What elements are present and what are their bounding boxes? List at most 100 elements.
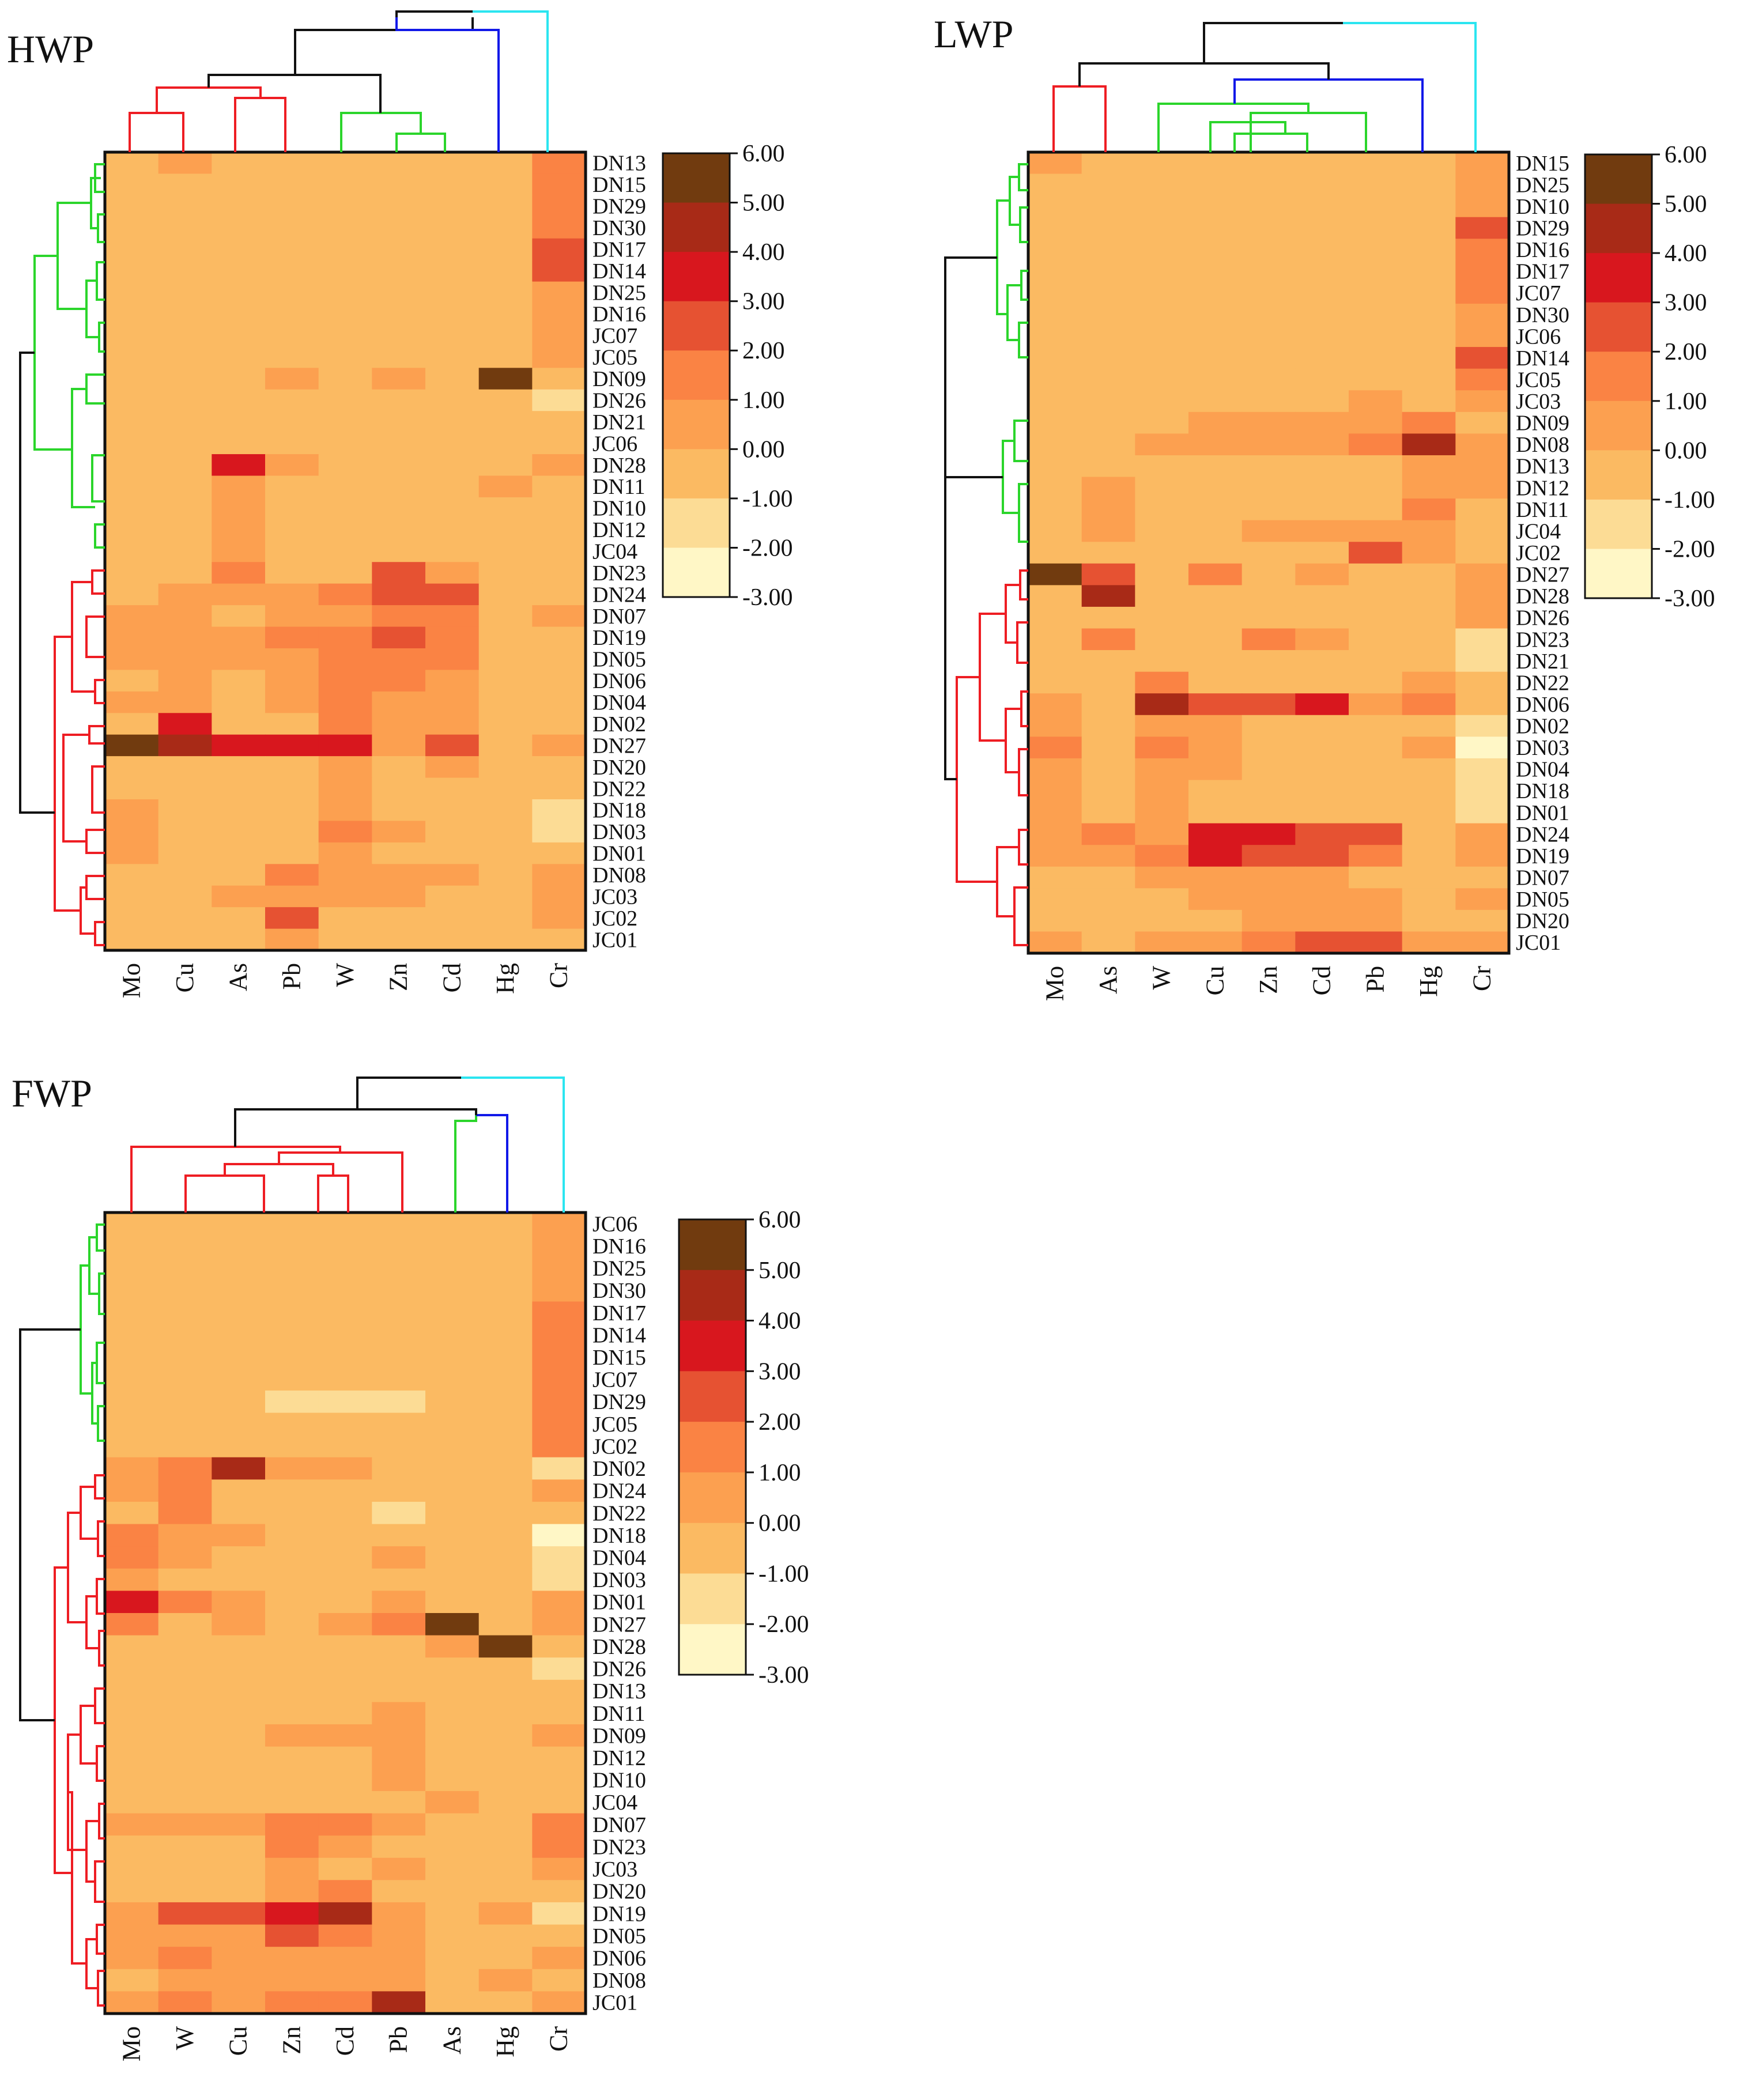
heatmap-cell — [478, 1791, 533, 1814]
row-label: JC04 — [593, 1791, 637, 1815]
heatmap-cell — [478, 1213, 533, 1236]
heatmap-cell — [158, 864, 212, 886]
row-label: DN11 — [593, 475, 645, 499]
heatmap-cell — [105, 1591, 159, 1614]
row-label: DN01 — [593, 842, 646, 866]
heatmap-cell — [532, 626, 586, 649]
heatmap-cell — [212, 195, 266, 217]
heatmap-cell — [1402, 736, 1456, 759]
heatmap-cell — [158, 1234, 212, 1257]
heatmap-cell — [318, 411, 372, 433]
heatmap-cell — [372, 324, 426, 347]
heatmap-cell — [318, 562, 372, 584]
heatmap-cell — [105, 1501, 159, 1525]
column-label: Zn — [384, 963, 413, 991]
heatmap-cell — [1455, 845, 1510, 867]
heatmap-cell — [318, 281, 372, 304]
heatmap-cell — [532, 475, 586, 498]
heatmap-cell — [425, 1435, 480, 1458]
row-label: JC02 — [593, 907, 637, 931]
heatmap-cell — [265, 583, 319, 606]
heatmap-cell — [1402, 671, 1456, 694]
heatmap-cell — [318, 1991, 372, 2014]
row-dendrogram-branch — [956, 676, 997, 883]
scale-tick-label: 3.00 — [758, 1358, 801, 1385]
column-dendrogram-branch — [224, 1163, 334, 1176]
heatmap-cell — [1188, 671, 1243, 694]
scale-swatch — [663, 153, 730, 203]
heatmap-cell — [318, 1213, 372, 1236]
heatmap-cell — [1455, 931, 1510, 954]
heatmap-cell — [318, 907, 372, 930]
heatmap-cell — [265, 864, 319, 886]
heatmap-cell — [532, 777, 586, 800]
heatmap-cell — [1402, 606, 1456, 629]
heatmap-cell — [478, 497, 533, 519]
heatmap-cell — [318, 152, 372, 175]
heatmap-cell — [425, 1679, 480, 1703]
scale-swatch — [663, 399, 730, 450]
heatmap-cell — [212, 605, 266, 628]
heatmap-cell — [1349, 606, 1403, 629]
heatmap-cell — [478, 1524, 533, 1547]
heatmap-cell — [425, 605, 480, 628]
heatmap-cell — [265, 281, 319, 304]
heatmap-cell — [265, 1213, 319, 1236]
heatmap-cell — [105, 238, 159, 260]
heatmap-cell — [105, 1479, 159, 1502]
heatmap-cell — [1295, 866, 1349, 889]
heatmap-cell — [158, 368, 212, 390]
heatmap-cell — [1135, 758, 1189, 781]
heatmap-cell — [372, 928, 426, 951]
column-label: Cd — [437, 963, 466, 992]
heatmap-cell — [478, 217, 533, 239]
heatmap-cell — [1081, 347, 1135, 369]
heatmap-cell — [1349, 173, 1403, 196]
column-dendrogram-branch — [395, 10, 473, 17]
heatmap-cell — [1081, 693, 1135, 716]
scale-swatch — [1585, 549, 1652, 599]
heatmap-cell — [1349, 152, 1403, 175]
heatmap-cell — [265, 238, 319, 260]
heatmap-cell — [318, 842, 372, 864]
heatmap-cell — [158, 1902, 212, 1925]
heatmap-cell — [105, 1435, 159, 1458]
column-dendrogram-branch — [130, 1146, 341, 1213]
heatmap-cell — [212, 1213, 266, 1236]
heatmap-cell — [532, 1346, 586, 1369]
heatmap-cell — [212, 1857, 266, 1880]
heatmap-cell — [1455, 217, 1510, 239]
heatmap-cell — [372, 1791, 426, 1814]
heatmap-cell — [372, 1702, 426, 1725]
heatmap-cell — [1455, 802, 1510, 824]
heatmap-cell — [158, 432, 212, 455]
heatmap-cell — [532, 303, 586, 326]
heatmap-cell — [1188, 845, 1243, 867]
hwp-plot-frame — [103, 150, 587, 952]
row-label: DN27 — [593, 734, 646, 758]
row-label: DN20 — [593, 756, 646, 780]
heatmap-cell — [532, 648, 586, 670]
heatmap-cell — [1241, 239, 1296, 261]
column-dendrogram-branch — [1209, 121, 1286, 152]
heatmap-cell — [1028, 802, 1082, 824]
heatmap-cell — [265, 1746, 319, 1769]
heatmap-cell — [265, 346, 319, 368]
heatmap-cell — [212, 1257, 266, 1280]
heatmap-cell — [1402, 758, 1456, 781]
heatmap-cell — [105, 411, 159, 433]
heatmap-cell — [265, 454, 319, 477]
heatmap-cell — [1241, 671, 1296, 694]
heatmap-cell — [478, 1501, 533, 1525]
heatmap-cell — [105, 1301, 159, 1324]
heatmap-cell — [372, 1524, 426, 1547]
heatmap-cell — [1295, 845, 1349, 867]
heatmap-cell — [1135, 650, 1189, 673]
heatmap-cell — [372, 260, 426, 282]
heatmap-cell — [265, 1657, 319, 1680]
heatmap-cell — [478, 799, 533, 821]
heatmap-cell — [1028, 390, 1082, 413]
column-dendrogram-branch — [1078, 62, 1330, 86]
scale-tick-label: 6.00 — [758, 1207, 801, 1233]
